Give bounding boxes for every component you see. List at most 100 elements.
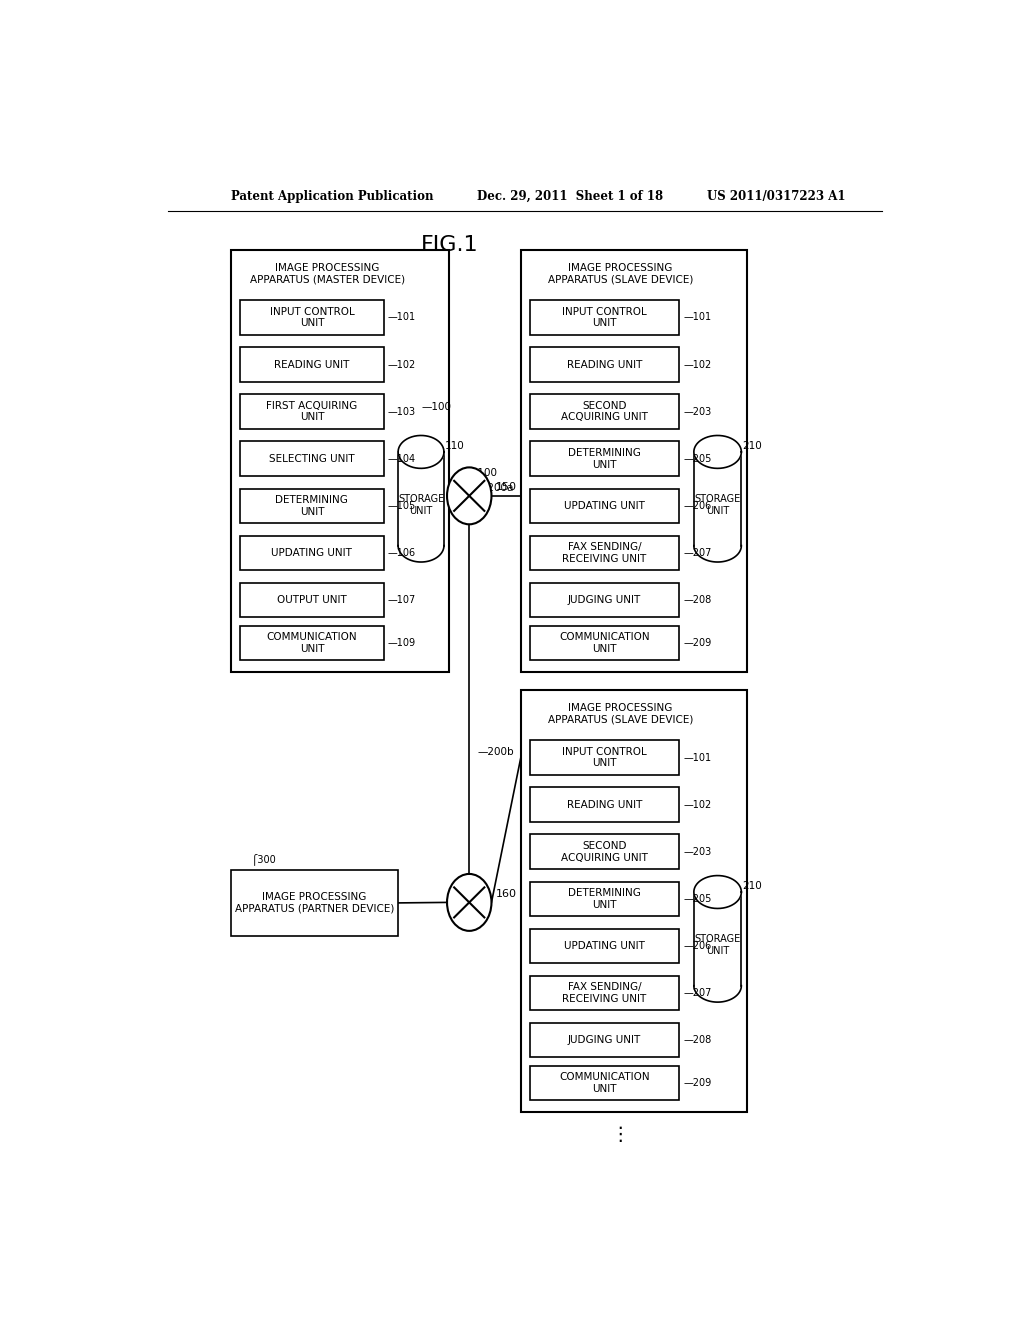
Text: STORAGE
UNIT: STORAGE UNIT (694, 494, 740, 516)
Text: —107: —107 (388, 595, 416, 605)
Text: SECOND
ACQUIRING UNIT: SECOND ACQUIRING UNIT (561, 841, 648, 862)
Bar (529, 582, 679, 618)
Text: DETERMINING
UNIT: DETERMINING UNIT (568, 447, 641, 470)
Bar (529, 347, 679, 381)
Text: ⎧300: ⎧300 (251, 853, 276, 865)
Bar (521, 690, 748, 1111)
Text: —101: —101 (683, 313, 712, 322)
Text: INPUT CONTROL
UNIT: INPUT CONTROL UNIT (562, 306, 647, 329)
Bar (529, 300, 679, 335)
Text: —101: —101 (388, 313, 416, 322)
Text: —101: —101 (683, 752, 712, 763)
Text: —102: —102 (388, 359, 416, 370)
Text: IMAGE PROCESSING
APPARATUS (SLAVE DEVICE): IMAGE PROCESSING APPARATUS (SLAVE DEVICE… (548, 704, 693, 725)
Polygon shape (398, 436, 444, 469)
Text: IMAGE PROCESSING
APPARATUS (SLAVE DEVICE): IMAGE PROCESSING APPARATUS (SLAVE DEVICE… (548, 263, 693, 285)
Bar (529, 1065, 679, 1101)
Text: UPDATING UNIT: UPDATING UNIT (564, 500, 645, 511)
Bar (240, 582, 384, 618)
Text: 110: 110 (444, 441, 465, 450)
Text: FAX SENDING/
RECEIVING UNIT: FAX SENDING/ RECEIVING UNIT (562, 543, 646, 564)
Text: STORAGE
UNIT: STORAGE UNIT (398, 494, 444, 516)
Text: —205: —205 (683, 894, 712, 904)
Text: 210: 210 (742, 880, 762, 891)
Polygon shape (398, 451, 444, 545)
Bar (240, 536, 384, 570)
Bar (529, 395, 679, 429)
Polygon shape (694, 875, 741, 908)
Text: US 2011/0317223 A1: US 2011/0317223 A1 (708, 190, 846, 202)
Bar (529, 928, 679, 964)
Text: COMMUNICATION
UNIT: COMMUNICATION UNIT (559, 1072, 650, 1094)
Text: 150: 150 (496, 482, 516, 492)
Text: —200a: —200a (477, 483, 514, 492)
Text: —104: —104 (388, 454, 416, 463)
Bar (529, 882, 679, 916)
Text: COMMUNICATION
UNIT: COMMUNICATION UNIT (559, 632, 650, 653)
Bar (240, 626, 384, 660)
Bar (529, 975, 679, 1010)
Polygon shape (694, 892, 741, 986)
Text: JUDGING UNIT: JUDGING UNIT (568, 1035, 641, 1045)
Polygon shape (694, 436, 741, 469)
Text: —207: —207 (683, 548, 712, 558)
Text: INPUT CONTROL
UNIT: INPUT CONTROL UNIT (269, 306, 354, 329)
Text: READING UNIT: READING UNIT (567, 800, 642, 809)
Text: OUTPUT UNIT: OUTPUT UNIT (278, 595, 347, 605)
Bar (240, 300, 384, 335)
Bar (231, 870, 397, 936)
Text: —103: —103 (388, 407, 416, 417)
Text: SELECTING UNIT: SELECTING UNIT (269, 454, 354, 463)
Text: —205: —205 (683, 454, 712, 463)
Text: —102: —102 (683, 359, 712, 370)
Text: —105: —105 (388, 500, 416, 511)
Text: —208: —208 (683, 1035, 712, 1045)
Text: FIRST ACQUIRING
UNIT: FIRST ACQUIRING UNIT (266, 401, 357, 422)
Text: READING UNIT: READING UNIT (274, 359, 349, 370)
Text: —109: —109 (388, 638, 416, 648)
Text: IMAGE PROCESSING
APPARATUS (MASTER DEVICE): IMAGE PROCESSING APPARATUS (MASTER DEVIC… (250, 263, 404, 285)
Text: —200b: —200b (477, 747, 514, 758)
Bar (529, 1023, 679, 1057)
Text: —206: —206 (683, 941, 712, 950)
Text: DETERMINING
UNIT: DETERMINING UNIT (275, 495, 348, 516)
Bar (231, 249, 450, 672)
Text: —100: —100 (422, 403, 452, 412)
Text: ⋮: ⋮ (610, 1125, 630, 1143)
Text: INPUT CONTROL
UNIT: INPUT CONTROL UNIT (562, 747, 647, 768)
Bar (529, 626, 679, 660)
Text: —203: —203 (683, 846, 712, 857)
Text: Dec. 29, 2011  Sheet 1 of 18: Dec. 29, 2011 Sheet 1 of 18 (477, 190, 664, 202)
Bar (529, 536, 679, 570)
Bar (529, 787, 679, 822)
Text: —100: —100 (467, 469, 498, 478)
Bar (529, 834, 679, 869)
Bar (240, 441, 384, 477)
Text: FAX SENDING/
RECEIVING UNIT: FAX SENDING/ RECEIVING UNIT (562, 982, 646, 1003)
Bar (529, 488, 679, 523)
Text: —209: —209 (683, 1078, 712, 1088)
Text: —208: —208 (683, 595, 712, 605)
Text: JUDGING UNIT: JUDGING UNIT (568, 595, 641, 605)
Circle shape (447, 467, 492, 524)
Bar (529, 741, 679, 775)
Text: COMMUNICATION
UNIT: COMMUNICATION UNIT (266, 632, 357, 653)
Bar (240, 347, 384, 381)
Text: 210: 210 (742, 441, 762, 450)
Text: UPDATING UNIT: UPDATING UNIT (271, 548, 352, 558)
Bar (521, 249, 748, 672)
Text: DETERMINING
UNIT: DETERMINING UNIT (568, 888, 641, 909)
Text: —203: —203 (683, 407, 712, 417)
Text: —102: —102 (683, 800, 712, 809)
Text: STORAGE
UNIT: STORAGE UNIT (694, 935, 740, 956)
Text: Patent Application Publication: Patent Application Publication (231, 190, 434, 202)
Text: FIG.1: FIG.1 (421, 235, 478, 255)
Text: —206: —206 (683, 500, 712, 511)
Text: 160: 160 (496, 888, 516, 899)
Text: UPDATING UNIT: UPDATING UNIT (564, 941, 645, 950)
Text: READING UNIT: READING UNIT (567, 359, 642, 370)
Bar (529, 441, 679, 477)
Bar (240, 488, 384, 523)
Text: —106: —106 (388, 548, 416, 558)
Text: SECOND
ACQUIRING UNIT: SECOND ACQUIRING UNIT (561, 401, 648, 422)
